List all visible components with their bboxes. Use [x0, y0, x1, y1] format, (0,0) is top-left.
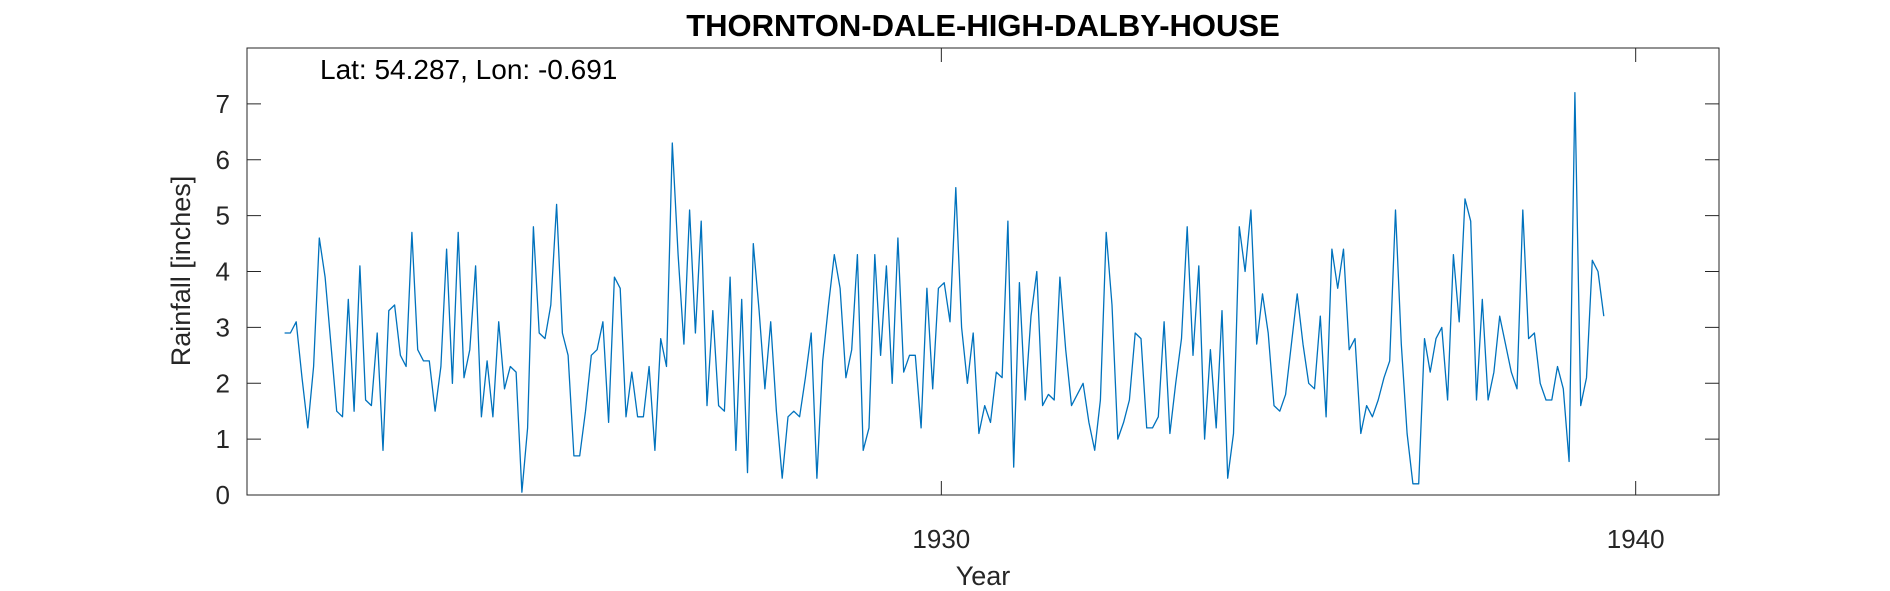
chart-title: THORNTON-DALE-HIGH-DALBY-HOUSE [686, 8, 1280, 43]
y-tick-label: 7 [216, 89, 230, 119]
x-axis-label: Year [956, 561, 1011, 591]
plot-frame [246, 47, 1720, 496]
y-tick-label: 6 [216, 145, 230, 175]
x-tick-label: 1940 [1607, 524, 1665, 554]
x-tick-label: 1930 [912, 524, 970, 554]
x-axis-ticks: 1930 1940 [912, 48, 1665, 554]
y-tick-label: 1 [216, 424, 230, 454]
y-tick-label: 2 [216, 368, 230, 398]
location-annotation: Lat: 54.287, Lon: -0.691 [320, 54, 617, 85]
y-axis-ticks: 0 1 2 3 4 5 6 7 [216, 89, 1719, 510]
y-tick-label: 3 [216, 312, 230, 342]
y-tick-label: 5 [216, 201, 230, 231]
plot-area [247, 48, 1719, 495]
y-tick-label: 4 [216, 257, 230, 287]
y-tick-label: 0 [216, 480, 230, 510]
rainfall-series-line [284, 92, 1605, 493]
y-axis-label: Rainfall [inches] [166, 176, 196, 367]
